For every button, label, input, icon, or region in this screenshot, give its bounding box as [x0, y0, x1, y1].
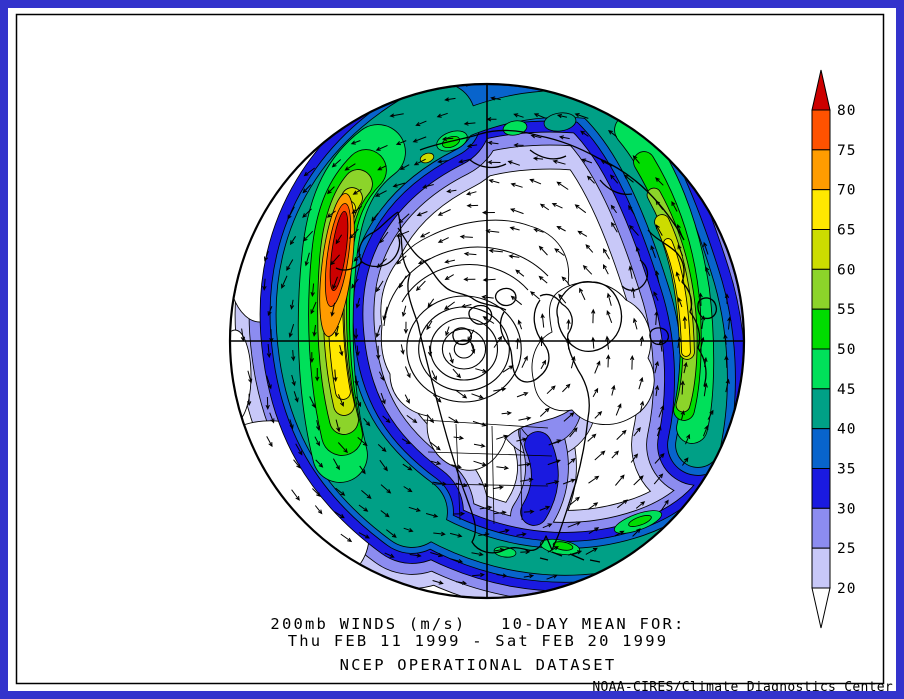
credit-text: NOAA-CIRES/Climate Diagnostics Center [592, 680, 893, 695]
colorbar-tick-label: 70 [837, 183, 856, 199]
colorbar-segment [811, 348, 831, 390]
colorbar-segment [811, 507, 831, 549]
map-boundary-circle [228, 82, 746, 600]
colorbar-tick-label: 75 [837, 143, 856, 159]
colorbar-segment [811, 388, 831, 430]
colorbar-segment [811, 428, 831, 469]
caption-line-1: 200mb WINDS (m/s) 10-DAY MEAN FOR: [270, 615, 685, 633]
colorbar-tick-label: 60 [837, 262, 856, 278]
colorbar-segment [811, 547, 831, 589]
colorbar-segment [811, 109, 831, 151]
colorbar-tick-label: 45 [837, 382, 856, 398]
colorbar-over-arrow [811, 69, 831, 111]
colorbar-tick-label: 35 [837, 462, 856, 478]
colorbar-segment [811, 189, 831, 231]
colorbar-tick-label: 80 [837, 103, 856, 119]
colorbar-tick-label: 50 [837, 342, 856, 358]
caption-line-2: Thu FEB 11 1999 - Sat FEB 20 1999 [288, 632, 669, 650]
colorbar-tick-label: 65 [837, 223, 856, 239]
colorbar-segment [811, 308, 831, 350]
lat-lon-crosshair [230, 84, 744, 598]
colorbar-tick-label: 40 [837, 422, 856, 438]
caption-line-3: NCEP OPERATIONAL DATASET [340, 656, 617, 674]
polar-contour-rings [383, 246, 549, 403]
colorbar-tick-label: 20 [837, 581, 856, 597]
colorbar-segment [811, 468, 831, 509]
colorbar: 80 75 70 65 60 55 50 45 40 35 30 25 20 [811, 69, 856, 629]
colorbar-tick-label: 55 [837, 302, 856, 318]
plot-border [15, 13, 885, 685]
colorbar-segment [811, 229, 831, 270]
caption: 200mb WINDS (m/s) 10-DAY MEAN FOR: Thu F… [270, 615, 685, 674]
colorbar-segment [811, 149, 831, 191]
colorbar-tick-label: 25 [837, 541, 856, 557]
wind-arrows [240, 96, 732, 585]
colorbar-segment [811, 268, 831, 310]
colorbar-tick-label: 30 [837, 501, 856, 517]
colorbar-under-arrow [811, 587, 831, 629]
